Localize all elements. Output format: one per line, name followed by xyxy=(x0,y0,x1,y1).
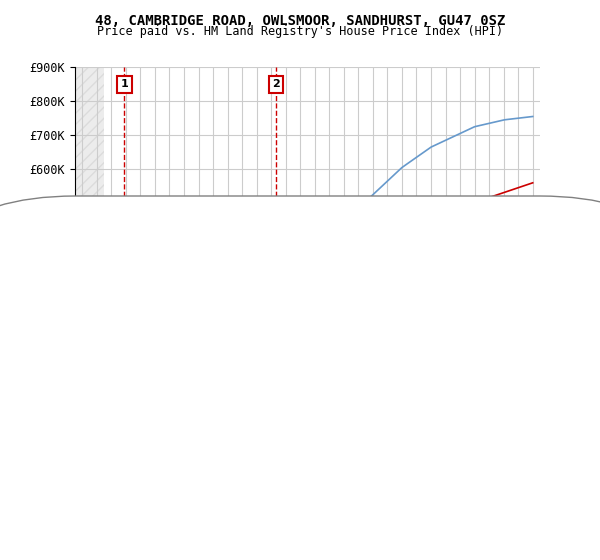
Bar xyxy=(75,67,104,373)
Text: 30% ↓ HPI: 30% ↓ HPI xyxy=(387,437,448,447)
Text: 2: 2 xyxy=(272,79,280,89)
Text: 1: 1 xyxy=(78,437,85,447)
Text: 21% ↓ HPI: 21% ↓ HPI xyxy=(387,453,448,463)
Text: 27-APR-2007: 27-APR-2007 xyxy=(108,453,182,463)
Text: Price paid vs. HM Land Registry's House Price Index (HPI): Price paid vs. HM Land Registry's House … xyxy=(97,25,503,38)
Text: 2: 2 xyxy=(78,453,85,463)
Text: £97,500: £97,500 xyxy=(255,437,302,447)
Text: 48, CAMBRIDGE ROAD, OWLSMOOR, SANDHURST, GU47 0SZ: 48, CAMBRIDGE ROAD, OWLSMOOR, SANDHURST,… xyxy=(95,14,505,28)
Text: HPI: Average price, detached house, Bracknell Forest: HPI: Average price, detached house, Brac… xyxy=(120,388,445,398)
Text: £305,000: £305,000 xyxy=(255,453,309,463)
Text: Contains HM Land Registry data © Crown copyright and database right 2024.
This d: Contains HM Land Registry data © Crown c… xyxy=(75,529,467,549)
Text: 48, CAMBRIDGE ROAD, OWLSMOOR, SANDHURST, GU47 0SZ (detached house): 48, CAMBRIDGE ROAD, OWLSMOOR, SANDHURST,… xyxy=(120,375,533,385)
Text: 22-NOV-1996: 22-NOV-1996 xyxy=(108,437,182,447)
Text: 1: 1 xyxy=(121,79,128,89)
